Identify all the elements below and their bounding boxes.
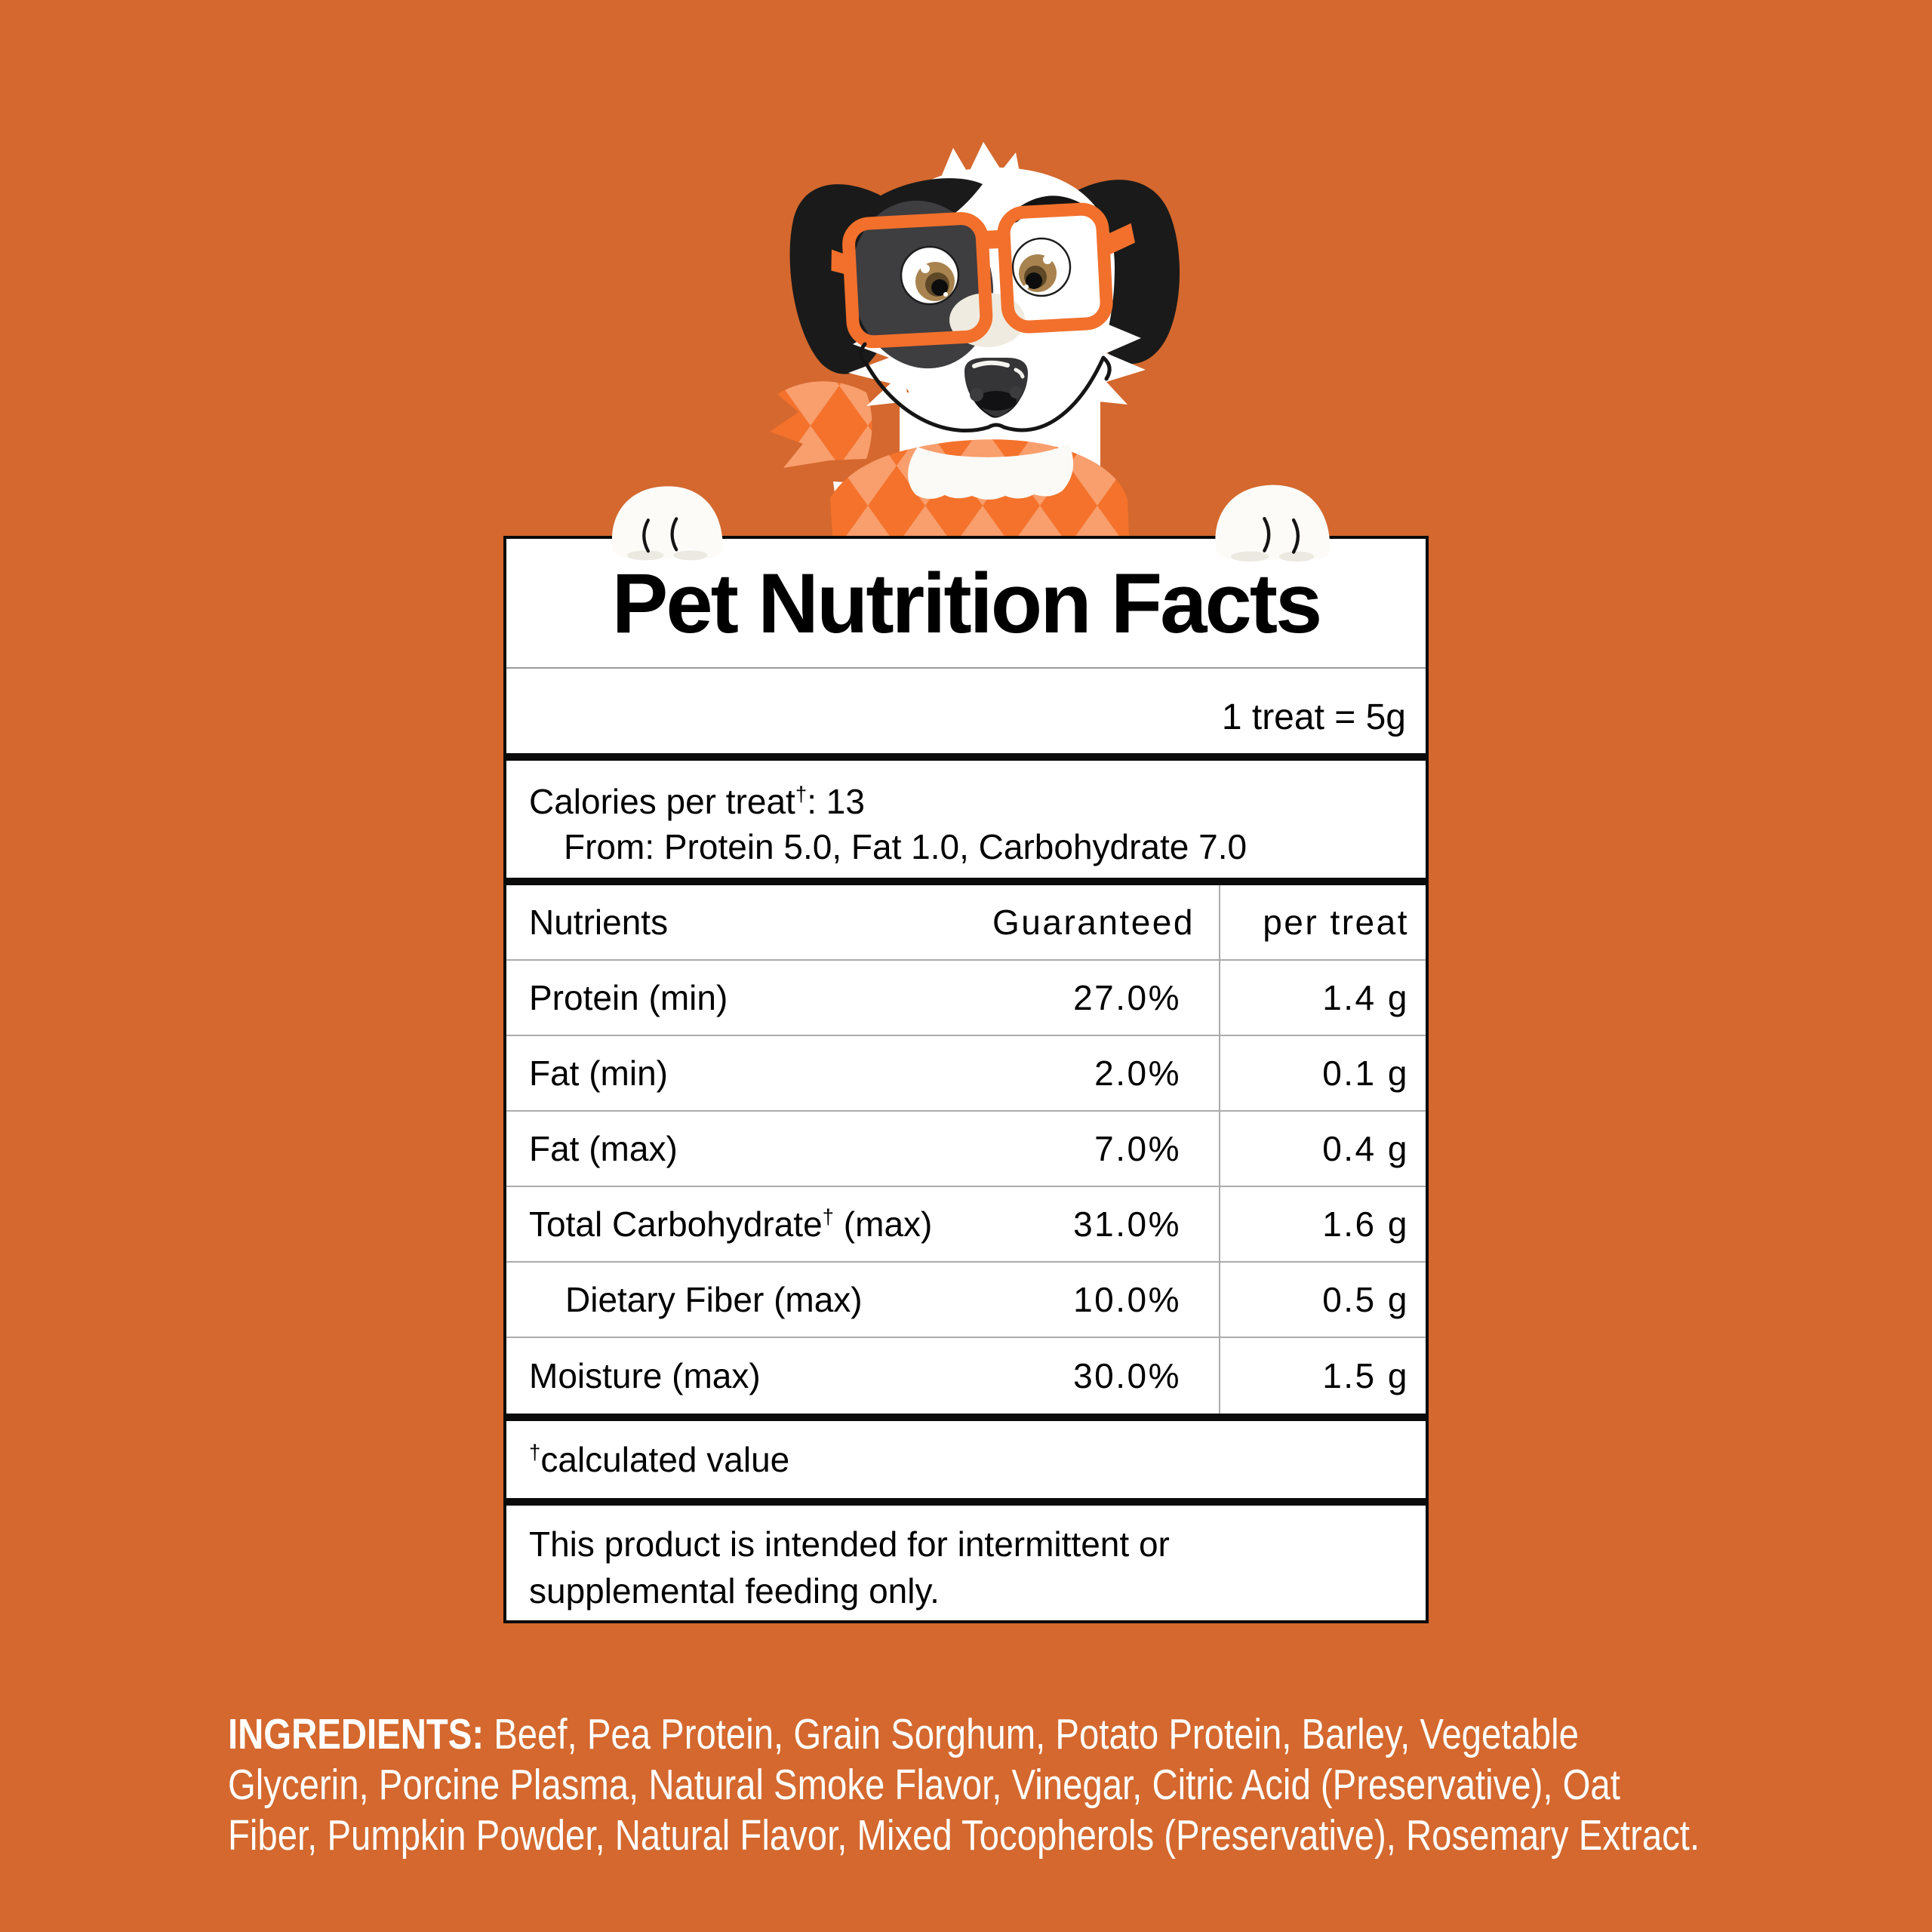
- table-header-row: Nutrients Guaranteed per treat: [506, 885, 1426, 961]
- dog-mascot-illustration: [770, 142, 1180, 536]
- bandana-left-tail-icon: [770, 381, 872, 468]
- ingredients-paragraph: INGREDIENTS: Beef, Pea Protein, Grain So…: [228, 1709, 1706, 1861]
- separator-bar: [506, 878, 1426, 885]
- table-row: Dietary Fiber (max) 10.0% 0.5 g: [506, 1263, 1426, 1338]
- column-header-per-treat: per treat: [1263, 903, 1409, 942]
- dog-nose-icon: [964, 358, 1028, 418]
- dog-smile-icon: [859, 342, 1112, 433]
- table-row: Total Carbohydrate† (max) 31.0% 1.6 g: [506, 1187, 1426, 1263]
- dog-right-eye-icon: [1011, 237, 1072, 297]
- dog-right-cheek-fur-icon: [1084, 315, 1146, 405]
- glasses-icon: [831, 202, 1135, 349]
- separator-bar: [506, 1498, 1426, 1506]
- feeding-disclaimer: This product is intended for intermitten…: [529, 1524, 1170, 1611]
- dagger-icon: †: [529, 1440, 541, 1464]
- separator-bar: [506, 753, 1426, 761]
- dog-left-eye-icon: [900, 245, 960, 306]
- calories-from-line: From: Protein 5.0, Fat 1.0, Carbohydrate…: [564, 827, 1247, 866]
- table-row: Fat (max) 7.0% 0.4 g: [506, 1112, 1426, 1187]
- table-row: Fat (min) 2.0% 0.1 g: [506, 1036, 1426, 1112]
- serving-size: 1 treat = 5g: [1221, 697, 1406, 737]
- column-header-nutrients: Nutrients: [529, 903, 669, 942]
- pet-nutrition-facts-label: Pet Nutrition Facts 1 treat = 5g Calorie…: [503, 536, 1429, 1623]
- label-title: Pet Nutrition Facts: [611, 555, 1323, 651]
- dog-right-paw-icon: [1215, 485, 1331, 562]
- title-divider: [506, 667, 1426, 669]
- footnote: †calculated value: [529, 1440, 790, 1479]
- ingredients-label: INGREDIENTS:: [228, 1710, 485, 1758]
- calories-section: Calories per treat†: 13 From: Protein 5.…: [506, 761, 1426, 878]
- dog-left-paw-icon: [612, 486, 723, 561]
- table-column-divider: [1219, 885, 1220, 1414]
- dagger-icon: †: [822, 1204, 835, 1229]
- guaranteed-analysis-table: Nutrients Guaranteed per treat Protein (…: [506, 885, 1426, 1414]
- ingredients-text: Beef, Pea Protein, Grain Sorghum, Potato…: [228, 1710, 1700, 1860]
- calories-line: Calories per treat†: 13: [529, 782, 865, 821]
- dagger-icon: †: [795, 782, 808, 806]
- table-row: Moisture (max) 30.0% 1.5 g: [529, 1356, 1409, 1395]
- column-header-guaranteed: Guaranteed: [992, 903, 1195, 942]
- separator-bar: [506, 1414, 1426, 1421]
- table-row: Protein (min) 27.0% 1.4 g: [506, 961, 1426, 1036]
- dog-chest-fur-icon: [908, 444, 1074, 500]
